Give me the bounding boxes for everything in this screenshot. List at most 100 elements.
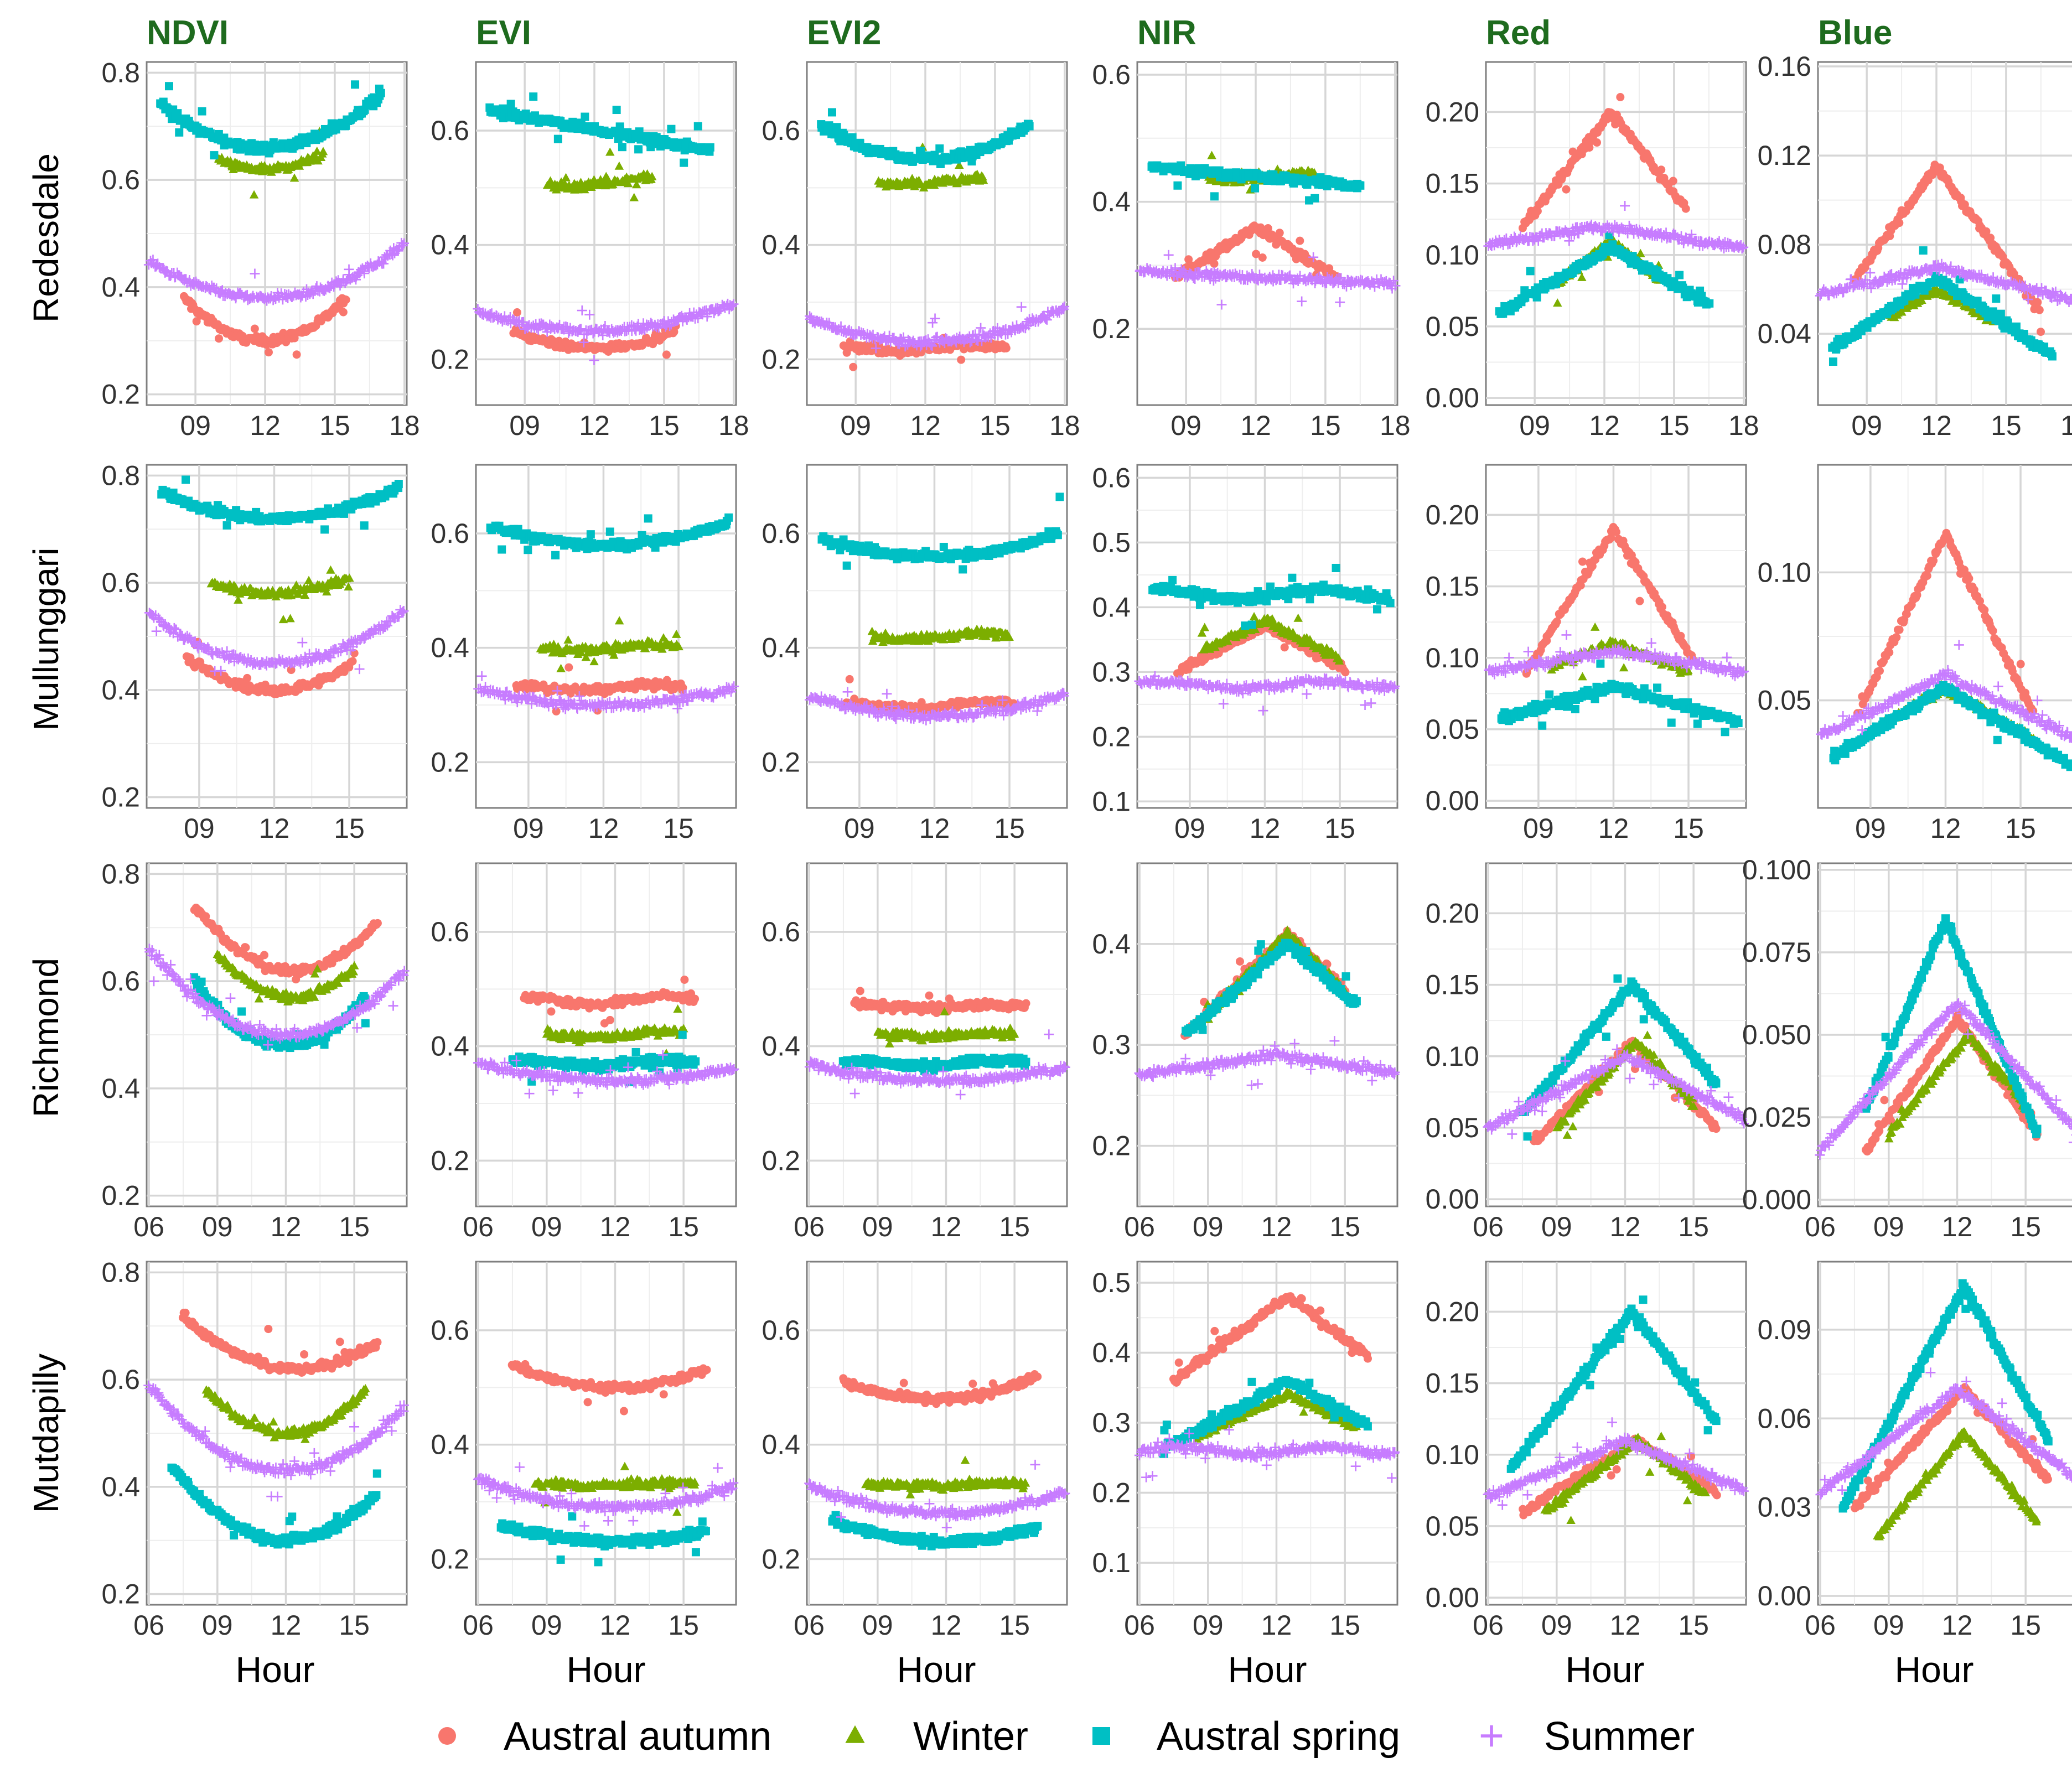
data-point [376, 89, 385, 97]
data-point [529, 92, 538, 101]
x-tick-label: 12 [910, 410, 941, 441]
x-axis-title-evi: Hour [566, 1649, 645, 1690]
x-tick-label: 09 [1170, 410, 1201, 441]
panel-mullunggari-evi: 09 12 150.20.40.6 [431, 464, 739, 844]
x-tick-label: 09 [1851, 410, 1882, 441]
data-point [2035, 305, 2044, 314]
data-point [222, 521, 231, 530]
x-tick-label: 18 [1380, 410, 1411, 441]
data-point [348, 657, 357, 666]
x-tick-label: 09 [840, 410, 871, 441]
y-tick-label: 0.2 [431, 746, 469, 777]
x-tick-label: 15 [319, 410, 350, 441]
row-title-redesdale: Redesdale [26, 153, 66, 323]
series-summer [473, 298, 739, 366]
data-point [1669, 177, 1677, 185]
data-point [1681, 204, 1690, 213]
y-tick-label: 0.10 [1426, 240, 1479, 271]
x-tick-label: 09 [180, 410, 211, 441]
x-tick-label: 15 [1310, 410, 1341, 441]
data-point [1251, 184, 1260, 193]
data-point [561, 173, 571, 182]
data-point [379, 258, 389, 269]
data-point [849, 362, 858, 371]
x-tick-label: 12 [250, 410, 281, 441]
data-point [1210, 192, 1219, 201]
data-point [935, 144, 944, 153]
x-tick-label: 15 [649, 410, 680, 441]
data-point [827, 108, 836, 117]
data-point [1675, 271, 1684, 279]
data-point [1593, 138, 1602, 147]
data-point [209, 282, 219, 293]
data-point [387, 250, 398, 261]
y-tick-label: 0.4 [101, 675, 140, 706]
y-tick-label: 0.2 [1092, 313, 1131, 344]
y-tick-label: 0.05 [1426, 311, 1479, 342]
data-point [605, 147, 615, 156]
data-point [1657, 165, 1666, 174]
series-austral-autumn [179, 292, 350, 359]
data-point [506, 100, 515, 108]
data-point [623, 179, 633, 188]
y-tick-label: 0.8 [101, 57, 140, 88]
data-point [1173, 181, 1182, 190]
x-tick-label: 15 [1659, 410, 1690, 441]
data-point [1310, 194, 1319, 203]
data-point [210, 151, 219, 160]
data-point [250, 324, 259, 333]
column-title-nir: NIR [1137, 14, 1196, 52]
y-tick-label: 0.4 [762, 230, 800, 261]
panel-redesdale-evi: 09 12 15 180.20.40.6 [431, 61, 749, 441]
y-tick-label: 0.8 [101, 460, 140, 491]
data-point [182, 475, 190, 484]
y-tick-label: 0.2 [101, 782, 140, 813]
data-point [1705, 299, 1714, 308]
panel-redesdale-nir: 09 12 15 180.20.40.6 [1092, 59, 1410, 441]
data-point [249, 190, 259, 199]
data-point [1562, 185, 1571, 194]
column-title-red: Red [1486, 14, 1551, 52]
row-title-mutdapilly: Mutdapilly [26, 1354, 66, 1513]
data-point [564, 663, 573, 672]
x-tick-label: 12 [579, 410, 610, 441]
data-point [614, 161, 624, 170]
data-point [164, 82, 173, 91]
y-tick-label: 0.4 [101, 272, 140, 303]
x-tick-label: 09 [509, 410, 540, 441]
y-tick-label: 0.16 [1758, 51, 1811, 82]
x-tick-label: 12 [1921, 410, 1952, 441]
data-point [629, 193, 639, 201]
data-point [1895, 219, 1904, 227]
data-point [680, 158, 688, 167]
data-point [603, 174, 613, 183]
data-point [243, 673, 252, 682]
series-austral-spring [156, 80, 385, 160]
y-tick-label: 0.4 [431, 633, 469, 663]
panel-redesdale-ndvi: 09 12 15 180.20.40.60.8 [101, 57, 419, 441]
y-tick-label: 0.08 [1758, 229, 1811, 260]
x-tick-label: 18 [389, 410, 420, 441]
data-point [631, 180, 641, 189]
x-axis-title-red: Hour [1565, 1649, 1644, 1690]
x-tick-label: 15 [1991, 410, 2022, 441]
panel-redesdale-evi2: 09 12 15 180.20.40.6 [762, 61, 1080, 441]
data-point [1616, 93, 1625, 102]
data-point [1002, 344, 1011, 352]
data-point [553, 134, 562, 143]
data-point [612, 106, 621, 115]
y-tick-label: 0.6 [431, 518, 469, 549]
x-tick-label: 18 [1728, 410, 1759, 441]
series-winter [214, 127, 328, 199]
panel-grid: 09 12 15 180.20.40.60.809 12 15 180.20.40.609 1… [101, 51, 2072, 1641]
data-point [551, 551, 560, 559]
x-tick-label: 09 [184, 813, 215, 844]
data-point [289, 173, 299, 182]
data-point [351, 80, 360, 89]
x-tick-label: 12 [1589, 410, 1620, 441]
y-tick-label: 0.4 [1092, 186, 1131, 217]
data-point [318, 147, 328, 155]
y-tick-label: 0.4 [431, 230, 469, 261]
data-point [250, 268, 260, 279]
